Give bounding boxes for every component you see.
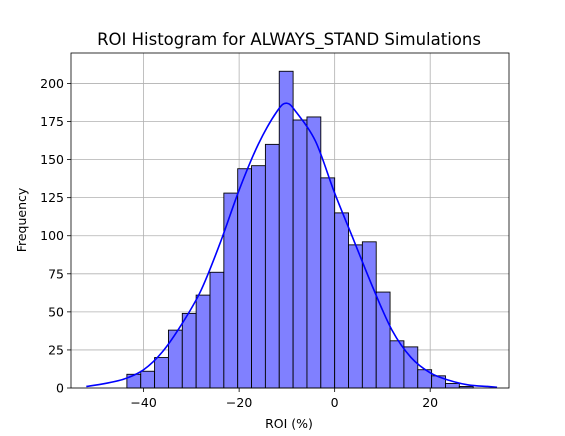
bars: [126, 70, 474, 389]
histogram-bar: [306, 116, 322, 389]
histogram-bar: [237, 168, 252, 389]
kde-line: [86, 102, 498, 389]
y-tick-label: 25: [48, 342, 64, 357]
y-tick-label: 50: [48, 304, 64, 319]
y-tick-label: 175: [40, 114, 64, 129]
x-tick-label: 0: [331, 395, 339, 410]
histogram-bar: [223, 192, 239, 389]
histogram-bar: [154, 357, 169, 389]
x-ticks: −40 −20 0 20: [130, 388, 438, 410]
histogram-bar: [445, 382, 460, 389]
plot-frame: [70, 52, 510, 389]
histogram-bar: [264, 143, 280, 389]
histogram-bar: [320, 177, 336, 389]
chart-title: ROI Histogram for ALWAYS_STAND Simulatio…: [97, 30, 481, 50]
x-tick-label: 20: [422, 395, 438, 410]
y-axis-label: Frequency: [14, 187, 29, 252]
histogram-bar: [292, 119, 308, 389]
x-axis-label: ROI (%): [265, 416, 313, 431]
y-tick-label: 150: [40, 152, 64, 167]
y-ticks: 0 25 50 75 100 125 150 175 200: [40, 76, 71, 396]
x-tick-label: −20: [226, 395, 252, 410]
x-tick-label: −40: [130, 395, 156, 410]
histogram-bar: [209, 271, 225, 389]
y-tick-label: 75: [48, 266, 64, 281]
histogram-bar: [278, 70, 294, 389]
histogram-bar: [375, 291, 391, 389]
y-tick-label: 0: [56, 381, 64, 396]
histogram-bar: [389, 340, 405, 389]
histogram-bar: [403, 346, 419, 389]
y-tick-label: 200: [40, 76, 64, 91]
histogram-bar: [167, 329, 183, 389]
histogram-bar: [181, 312, 197, 389]
histogram-bar: [140, 370, 156, 389]
histogram-bar: [251, 165, 266, 389]
y-tick-label: 125: [40, 190, 64, 205]
histogram-bar: [334, 212, 349, 389]
histogram-bar: [195, 294, 211, 389]
histogram-bar: [348, 244, 363, 389]
histogram-bar: [361, 241, 377, 389]
y-tick-label: 100: [40, 228, 64, 243]
